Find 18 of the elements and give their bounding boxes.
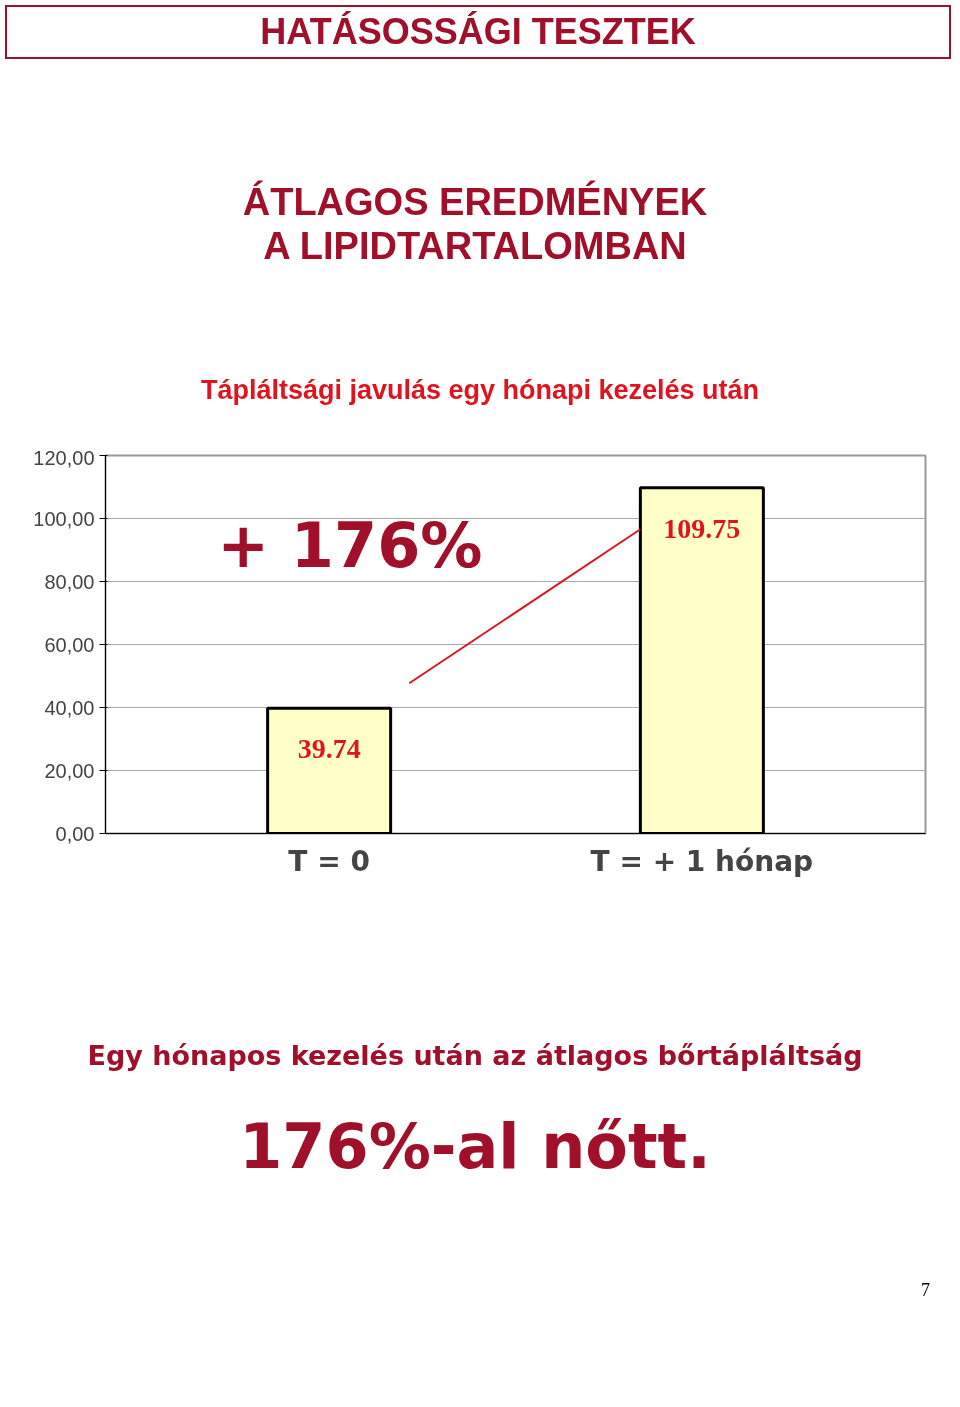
text: 176%-al nőtt.: [238, 1110, 712, 1183]
data-label: 39.74: [297, 733, 361, 765]
annotation: + 176%: [217, 509, 483, 583]
text: Tápláltsági javulás egy hónapi kezelés után: [199, 375, 761, 406]
y-tick-label: 80,00: [44, 570, 95, 593]
y-tick-label: 20,00: [44, 759, 95, 782]
y-tick-label: 0,00: [55, 822, 95, 845]
chart-title: HATÁSOSSÁGI TESZTEK: [5, 5, 951, 59]
x-tick-label: T = + 1 hónap: [590, 844, 814, 878]
y-tick-label: 60,00: [44, 633, 95, 656]
y-tick-label: 120,00: [33, 446, 95, 469]
text: 7: [920, 1280, 930, 1301]
x-tick-label: T = 0: [288, 844, 370, 878]
text: Egy hónapos kezelés után az átlagos bőrtápláltság: [86, 1040, 864, 1071]
y-tick-label: 40,00: [44, 696, 95, 719]
chart-subtitle: ÁTLAGOS EREDMÉNYEK A LIPIDTARTALOMBAN: [241, 180, 709, 268]
data-label: 109.75: [663, 512, 741, 544]
y-tick-label: 100,00: [33, 507, 95, 530]
